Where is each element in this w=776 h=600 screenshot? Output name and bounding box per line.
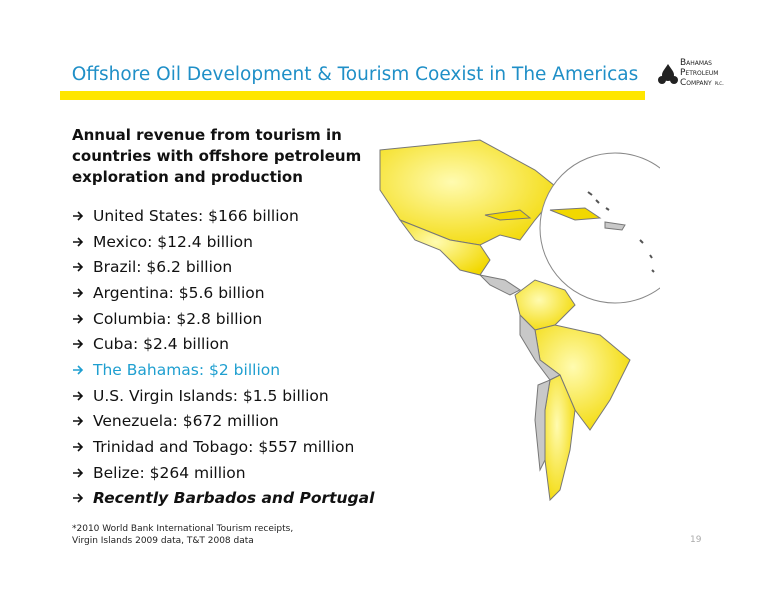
- bullet: Trinidad and Tobago: $557 million: [72, 434, 374, 460]
- bullet-arrow: [73, 288, 84, 298]
- bullet-arrow: [73, 442, 84, 452]
- bullet-text: Trinidad and Tobago: $557 million: [93, 438, 355, 457]
- bullet-arrow: [73, 236, 84, 247]
- bullet-arrow: [73, 365, 84, 375]
- bullet: Cuba: $2.4 billion: [72, 331, 374, 357]
- bullet-text: Mexico: $12.4 billion: [93, 232, 253, 251]
- footnote-line: *2010 World Bank International Tourism r…: [72, 524, 294, 534]
- page-number: 19: [690, 535, 702, 545]
- bullet-text: Brazil: $6.2 billion: [93, 258, 233, 277]
- bullet-arrow: [73, 391, 84, 401]
- title: Offshore Oil Development & Tourism Coexi…: [71, 64, 639, 85]
- logo-icon: [658, 64, 678, 84]
- bullet: Mexico: $12.4 billion: [72, 229, 374, 255]
- bullet-arrow: [73, 262, 84, 272]
- logo-line: Company plc.: [680, 78, 724, 89]
- bullet: Argentina: $5.6 billion: [72, 280, 374, 306]
- bullet-list: United States: $166 billion Mexico: $12.4…: [72, 203, 374, 511]
- bullet: Belize: $264 million: [72, 460, 374, 486]
- footnote-line: Virgin Islands 2009 data, T&T 2008 data: [72, 536, 254, 546]
- bullet: Venezuela: $672 million: [72, 409, 374, 435]
- footnote: *2010 World Bank International Tourism r…: [72, 523, 293, 547]
- bullet-arrow: [73, 211, 84, 221]
- bullet-arrow: [73, 339, 84, 349]
- bullet-arrow: [73, 314, 84, 324]
- bullet-text: Argentina: $5.6 billion: [93, 283, 265, 302]
- bullet: U.S. Virgin Islands: $1.5 billion: [72, 383, 374, 409]
- bullet-text: Belize: $264 million: [93, 463, 246, 482]
- logo-word: Company: [680, 78, 712, 88]
- bullet: Brazil: $6.2 billion: [72, 254, 374, 280]
- bullet-text: United States: $166 billion: [93, 206, 299, 225]
- bullet-text: Venezuela: $672 million: [93, 412, 279, 431]
- logo-line: Bahamas: [680, 58, 712, 68]
- bullet: Recently Barbados and Portugal: [72, 486, 374, 512]
- bullet-arrow: [73, 493, 84, 503]
- bullet-text: Recently Barbados and Portugal: [93, 489, 375, 508]
- bullet-text: Columbia: $2.8 billion: [93, 309, 263, 328]
- title-underline: [60, 91, 645, 100]
- bullet: United States: $166 billion: [72, 203, 374, 229]
- logo-word: plc.: [714, 80, 724, 87]
- bullet-arrow: [73, 468, 84, 478]
- bullet: Columbia: $2.8 billion: [72, 306, 374, 332]
- logo-line: Petroleum: [680, 68, 719, 78]
- bullet-text: The Bahamas: $2 billion: [93, 360, 281, 379]
- map: [379, 139, 660, 502]
- bullet-text: Cuba: $2.4 billion: [93, 335, 229, 354]
- bullet-arrow: [73, 416, 84, 426]
- bullet: The Bahamas: $2 billion: [72, 357, 374, 383]
- logo: Bahamas Petroleum Company plc.: [680, 58, 724, 89]
- subheading: Annual revenue from tourism in countries…: [72, 126, 362, 186]
- bullet-text: U.S. Virgin Islands: $1.5 billion: [93, 386, 329, 405]
